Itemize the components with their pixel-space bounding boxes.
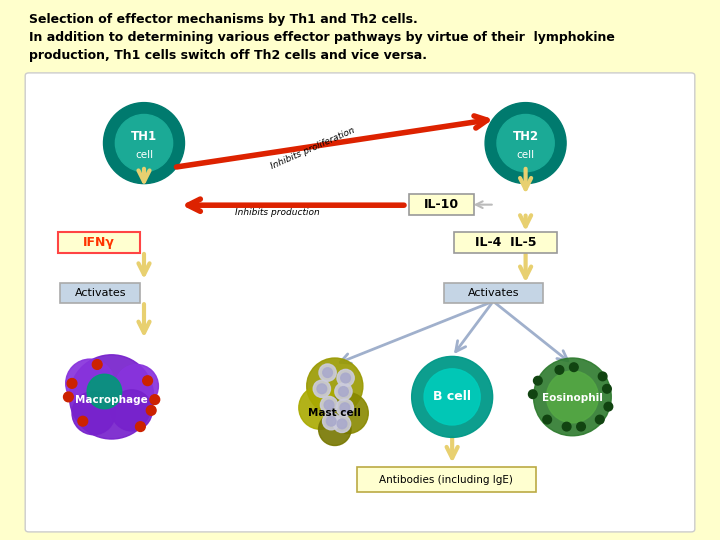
Ellipse shape: [337, 419, 347, 429]
Ellipse shape: [336, 399, 354, 416]
Ellipse shape: [412, 356, 492, 437]
Ellipse shape: [87, 374, 122, 409]
Ellipse shape: [326, 416, 336, 426]
Ellipse shape: [299, 386, 342, 429]
Text: B cell: B cell: [433, 390, 471, 403]
Ellipse shape: [528, 390, 537, 399]
Ellipse shape: [319, 413, 351, 446]
Ellipse shape: [603, 384, 611, 393]
Text: Mast cell: Mast cell: [308, 408, 361, 418]
Ellipse shape: [534, 358, 611, 436]
Ellipse shape: [338, 387, 348, 396]
Text: Antibodies (including IgE): Antibodies (including IgE): [379, 475, 513, 484]
Ellipse shape: [115, 364, 158, 408]
Text: production, Th1 cells switch off Th2 cells and vice versa.: production, Th1 cells switch off Th2 cel…: [29, 49, 427, 62]
Text: TH1: TH1: [131, 130, 157, 143]
Ellipse shape: [598, 372, 607, 381]
Ellipse shape: [497, 114, 554, 172]
Ellipse shape: [150, 395, 160, 404]
Ellipse shape: [424, 369, 480, 425]
Ellipse shape: [337, 369, 354, 387]
Ellipse shape: [92, 360, 102, 369]
FancyBboxPatch shape: [454, 232, 557, 253]
Text: cell: cell: [516, 150, 535, 160]
Ellipse shape: [604, 402, 613, 411]
Text: Inhibits production: Inhibits production: [235, 208, 320, 217]
Text: Activates: Activates: [467, 288, 519, 298]
FancyBboxPatch shape: [444, 283, 543, 303]
FancyBboxPatch shape: [58, 232, 140, 253]
Ellipse shape: [562, 422, 571, 431]
Ellipse shape: [78, 416, 88, 426]
Ellipse shape: [146, 406, 156, 415]
Ellipse shape: [143, 376, 153, 386]
Text: IL-10: IL-10: [424, 198, 459, 211]
Text: Selection of effector mechanisms by Th1 and Th2 cells.: Selection of effector mechanisms by Th1 …: [29, 14, 418, 26]
Text: Activates: Activates: [75, 288, 126, 298]
Ellipse shape: [323, 368, 333, 377]
Ellipse shape: [72, 392, 115, 435]
Ellipse shape: [485, 103, 566, 184]
Ellipse shape: [115, 114, 173, 172]
Ellipse shape: [595, 415, 604, 424]
Ellipse shape: [104, 103, 184, 184]
Ellipse shape: [67, 379, 77, 388]
Ellipse shape: [324, 400, 334, 410]
FancyBboxPatch shape: [409, 194, 474, 215]
FancyBboxPatch shape: [60, 283, 140, 303]
Ellipse shape: [317, 384, 327, 394]
Ellipse shape: [341, 373, 351, 383]
Text: IL-4  IL-5: IL-4 IL-5: [475, 236, 536, 249]
Ellipse shape: [340, 403, 350, 413]
Ellipse shape: [69, 355, 154, 439]
Ellipse shape: [307, 358, 363, 414]
Ellipse shape: [577, 422, 585, 431]
Ellipse shape: [320, 396, 338, 414]
Ellipse shape: [319, 364, 336, 381]
Text: TH2: TH2: [513, 130, 539, 143]
FancyBboxPatch shape: [25, 73, 695, 532]
Text: Macrophage: Macrophage: [75, 395, 148, 404]
Ellipse shape: [534, 376, 542, 385]
Ellipse shape: [111, 390, 153, 431]
Text: In addition to determining various effector pathways by virtue of their  lymphok: In addition to determining various effec…: [29, 31, 615, 44]
Text: Eosinophil: Eosinophil: [542, 393, 603, 403]
Ellipse shape: [546, 371, 598, 423]
Ellipse shape: [333, 415, 351, 433]
Ellipse shape: [335, 383, 352, 400]
Ellipse shape: [135, 422, 145, 431]
Text: Inhibits proliferation: Inhibits proliferation: [270, 126, 356, 171]
Ellipse shape: [323, 413, 340, 430]
FancyBboxPatch shape: [357, 467, 536, 492]
Ellipse shape: [543, 415, 552, 424]
Ellipse shape: [555, 366, 564, 374]
Text: cell: cell: [135, 150, 153, 160]
Ellipse shape: [66, 359, 114, 408]
Ellipse shape: [313, 380, 330, 397]
Ellipse shape: [570, 363, 578, 372]
Ellipse shape: [63, 392, 73, 402]
Ellipse shape: [328, 393, 369, 434]
Text: IFNγ: IFNγ: [83, 236, 115, 249]
